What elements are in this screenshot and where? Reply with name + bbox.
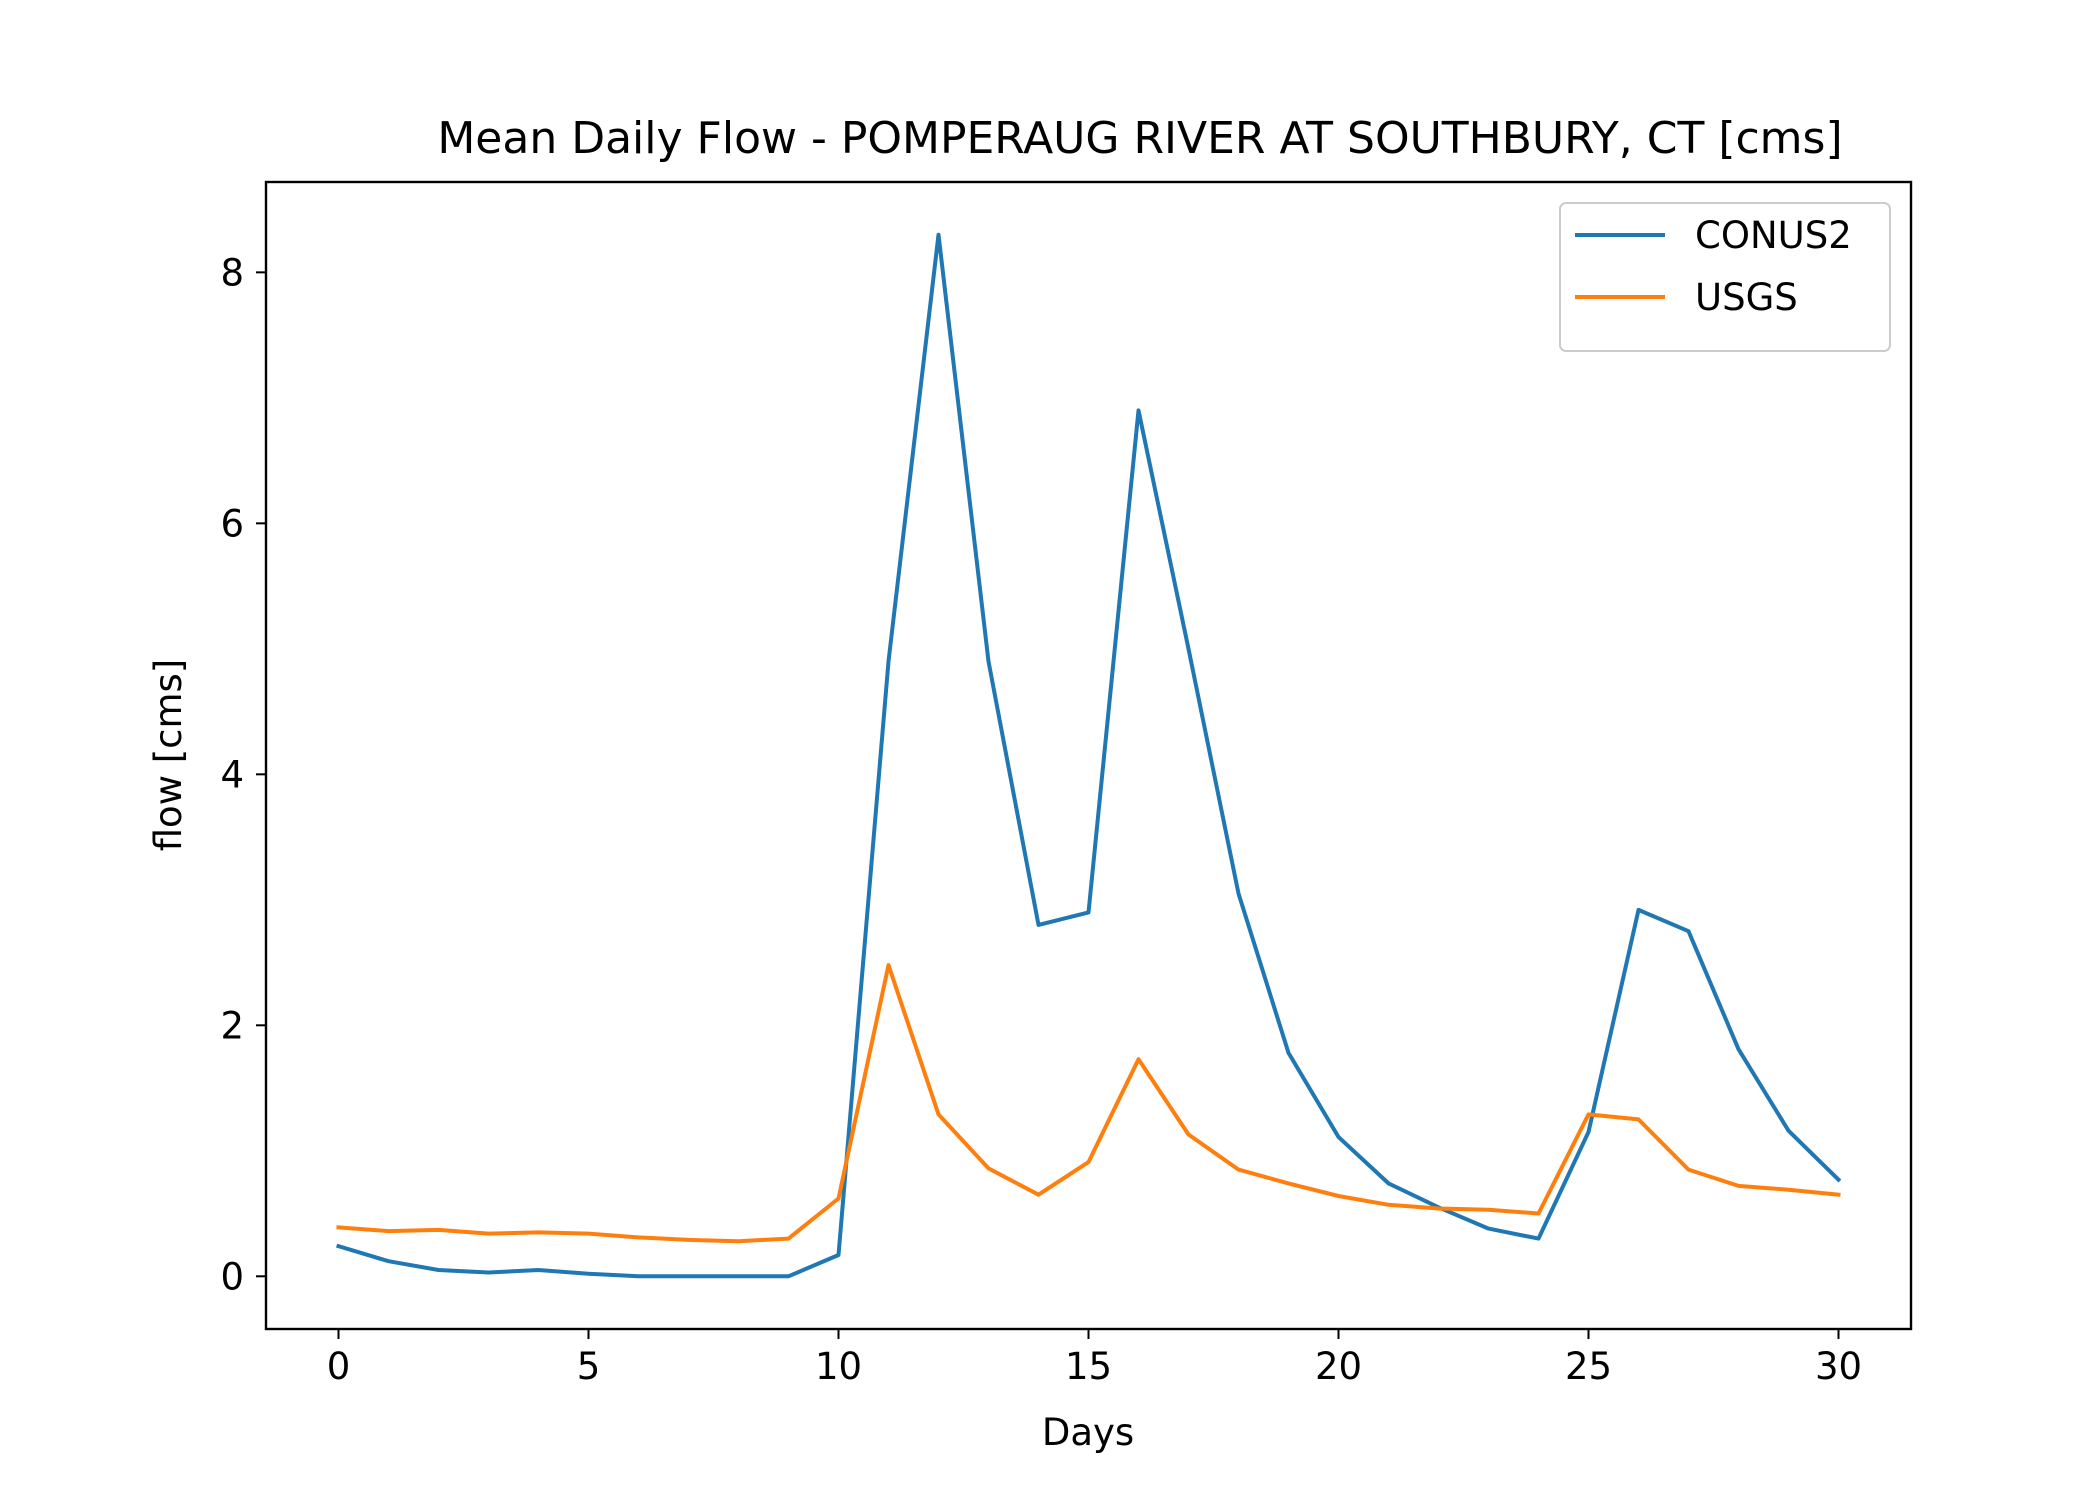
series-line-usgs [336, 963, 1841, 1244]
y-tick-label: 0 [220, 1255, 244, 1298]
y-tick-label: 8 [220, 251, 244, 294]
legend-box [1559, 202, 1891, 352]
y-tick-label: 6 [220, 502, 244, 545]
series-line-conus2 [336, 232, 1842, 1279]
chart-title: Mean Daily Flow - POMPERAUG RIVER AT SOU… [437, 113, 1842, 164]
x-tick-label: 30 [1815, 1345, 1862, 1388]
legend-label-usgs: USGS [1695, 276, 1798, 319]
x-axis-label: Days [1042, 1411, 1134, 1454]
y-tick-label: 4 [220, 753, 244, 796]
x-tick-label: 25 [1565, 1345, 1612, 1388]
x-tick-label: 15 [1065, 1345, 1112, 1388]
legend-label-conus2: CONUS2 [1695, 214, 1852, 257]
series-layer [336, 232, 1842, 1279]
legend: CONUS2 USGS [1559, 202, 1891, 352]
x-tick-label: 0 [327, 1345, 351, 1388]
ticks-layer: 0 5 10 15 20 25 30 0 2 4 6 8 [220, 251, 1862, 1388]
y-axis-label: flow [cms] [147, 659, 190, 852]
x-tick-label: 10 [815, 1345, 862, 1388]
y-tick-label: 2 [220, 1004, 244, 1047]
x-tick-label: 5 [577, 1345, 601, 1388]
x-tick-label: 20 [1315, 1345, 1362, 1388]
